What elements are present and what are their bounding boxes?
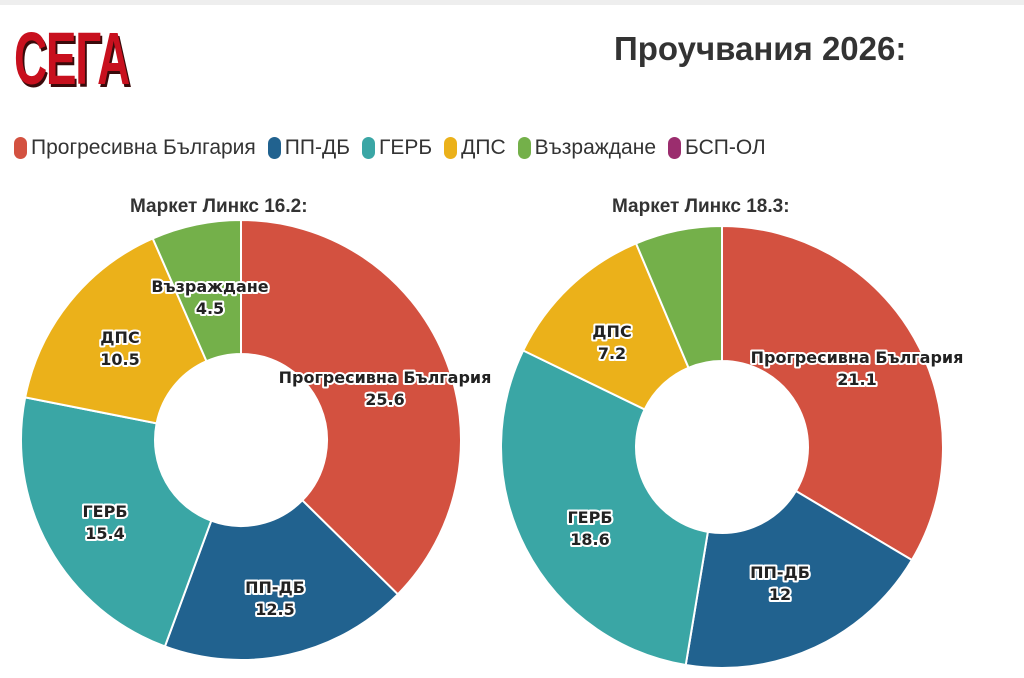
legend-item: БСП-ОЛ	[668, 136, 766, 160]
sega-logo: СЕГА	[14, 17, 130, 100]
page-title: Проучвания 2026:	[614, 30, 907, 67]
donut-slice	[163, 498, 400, 661]
donut-slice	[240, 218, 462, 596]
slice-value-label: 12	[769, 585, 791, 604]
legend-item: Прогресивна България	[14, 136, 256, 160]
legend-item: ДПС	[444, 136, 506, 160]
slice-value-label: 10.5	[100, 350, 139, 369]
slice-value-label: 12.5	[255, 600, 294, 619]
donut-slice	[20, 396, 213, 648]
legend-label: ГЕРБ	[378, 136, 433, 159]
top-bar	[0, 0, 1024, 5]
slice-value-label: 21.1	[837, 370, 876, 389]
slice-value-label: 4.5	[196, 299, 224, 318]
legend-swatch	[444, 137, 458, 159]
donut-slice	[500, 349, 710, 667]
slice-name-label: ГЕРБ	[567, 508, 612, 527]
slice-name-label: Прогресивна България	[279, 368, 492, 387]
donut-slice	[23, 237, 208, 425]
slice-name-label: ПП-ДБ	[245, 578, 305, 597]
legend-swatch	[267, 137, 281, 159]
slice-name-label: Прогресивна България	[751, 348, 964, 367]
legend-label: Прогресивна България	[31, 136, 256, 159]
slice-name-label: ПП-ДБ	[750, 563, 810, 582]
legend-label: Възраждане	[534, 136, 657, 159]
legend-label: ДПС	[461, 136, 506, 159]
slice-value-label: 18.6	[570, 530, 609, 549]
legend-swatch	[668, 137, 682, 159]
legend: Прогресивна България ПП-ДБ ГЕРБ ДПС Възр…	[14, 136, 778, 160]
slice-name-label: ДПС	[592, 322, 631, 341]
legend-swatch	[14, 137, 27, 159]
slice-value-label: 25.6	[365, 390, 404, 409]
slice-name-label: ГЕРБ	[82, 502, 127, 521]
slice-name-label: ДПС	[100, 328, 139, 347]
donut-slice	[634, 224, 723, 370]
donut-slice	[151, 218, 242, 363]
chart-title-2: Маркет Линкс 18.3:	[612, 196, 790, 217]
legend-item: ПП-ДБ	[267, 136, 350, 160]
legend-swatch	[361, 137, 375, 159]
slice-value-label: 7.2	[598, 344, 626, 363]
chart-title-1: Маркет Линкс 16.2:	[130, 196, 308, 217]
slice-name-label: Възраждане	[151, 277, 268, 296]
legend-label: БСП-ОЛ	[685, 136, 766, 159]
donut-slice	[684, 489, 914, 669]
legend-swatch	[517, 137, 531, 159]
legend-item: Възраждане	[517, 136, 657, 160]
donut-slice	[721, 224, 944, 562]
legend-label: ПП-ДБ	[284, 136, 350, 159]
slice-value-label: 15.4	[85, 524, 124, 543]
legend-item: ГЕРБ	[361, 136, 433, 160]
